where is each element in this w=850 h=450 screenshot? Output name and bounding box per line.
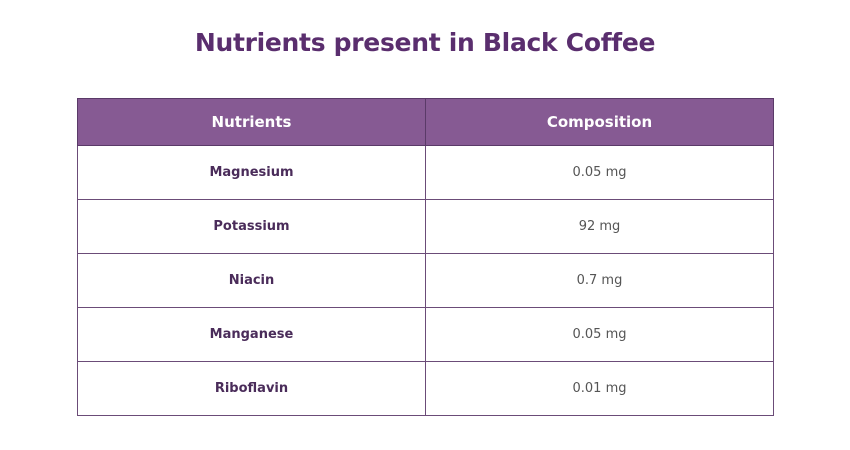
nutrient-cell: Niacin xyxy=(77,253,426,308)
composition-cell: 0.7 mg xyxy=(425,253,774,308)
nutrient-cell: Riboflavin xyxy=(77,361,426,416)
composition-cell: 0.05 mg xyxy=(425,145,774,200)
nutrient-cell: Potassium xyxy=(77,199,426,254)
nutrient-cell: Manganese xyxy=(77,307,426,362)
composition-cell: 0.01 mg xyxy=(425,361,774,416)
column-header: Composition xyxy=(425,98,774,146)
nutrient-cell: Magnesium xyxy=(77,145,426,200)
nutrient-table: Nutrients Composition Magnesium 0.05 mg Po… xyxy=(77,98,774,416)
table-row: Magnesium 0.05 mg xyxy=(77,145,774,200)
composition-cell: 0.05 mg xyxy=(425,307,774,362)
title: Nutrients present in Black Coffee xyxy=(194,28,656,57)
column-header: Nutrients xyxy=(77,98,426,146)
composition-cell: 92 mg xyxy=(425,199,774,254)
table-row: Manganese 0.05 mg xyxy=(77,307,774,362)
table-row: Potassium 92 mg xyxy=(77,199,774,254)
table-row: Niacin 0.7 mg xyxy=(77,253,774,308)
table-row: Riboflavin 0.01 mg xyxy=(77,361,774,416)
header-row: Nutrients Composition xyxy=(77,98,774,146)
table-body: Magnesium 0.05 mg Potassium 92 mg Niacin 0.7 … xyxy=(77,145,774,416)
